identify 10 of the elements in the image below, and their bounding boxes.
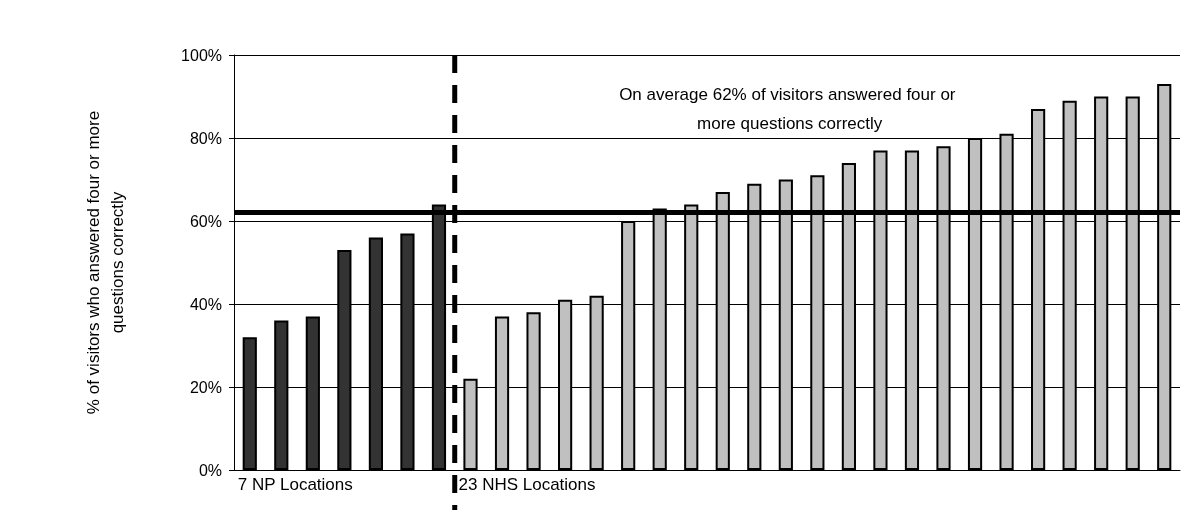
y-axis-title: % of visitors who answered four or more questions correctly [83, 110, 127, 415]
y-tick-label: 0% [198, 461, 222, 479]
annotation: On average 62% of visitors answered four or more questions correctly [619, 85, 956, 133]
y-tick-label: 40% [189, 295, 222, 313]
text: 23 NHS Locations [458, 475, 596, 494]
y-tick-label: 100% [181, 46, 222, 64]
y-tick-label: 20% [189, 378, 222, 396]
y-tick-label: 80% [189, 129, 222, 147]
y-tick-label: 60% [189, 212, 222, 230]
text: 7 NP Locations [237, 475, 353, 494]
